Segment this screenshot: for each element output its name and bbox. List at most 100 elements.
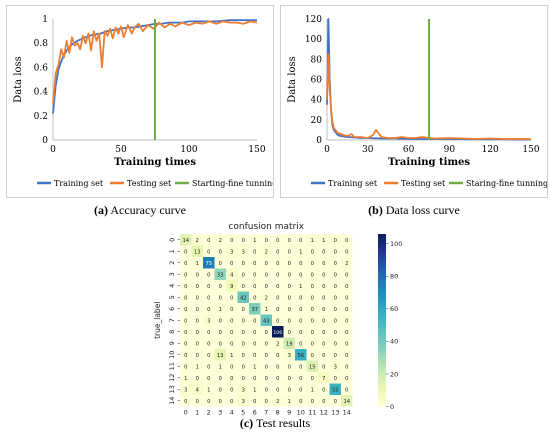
colorbar-segment <box>378 239 386 244</box>
heatmap-cell-value: 0 <box>230 387 233 393</box>
heatmap-cell <box>283 257 295 269</box>
heatmap-cell <box>306 234 318 246</box>
heatmap-cell <box>283 234 295 246</box>
heatmap-cell-value: 2 <box>219 238 222 244</box>
heatmap-cell-value: 1 <box>184 376 187 382</box>
heatmap-cell-value: 0 <box>253 284 256 290</box>
heatmap-cell <box>295 337 307 349</box>
heatmap-cell <box>203 326 215 338</box>
heatmap-cell-value: 42 <box>240 295 247 301</box>
colorbar-segment <box>378 236 386 241</box>
heatmap-cell-value: 3 <box>184 387 187 393</box>
heatmap-cell-value: 0 <box>253 353 256 359</box>
heatmap-cell-value: 0 <box>219 261 222 267</box>
heatmap-cell <box>214 245 226 257</box>
heatmap-cell <box>226 268 238 280</box>
caption-b: (b) Data loss curve <box>280 203 548 218</box>
y-tick-label: 0.4 <box>34 88 49 98</box>
heatmap-cell-value: 0 <box>265 272 268 278</box>
heatmap-cell <box>203 291 215 303</box>
heatmap-cell-value: 0 <box>219 295 222 301</box>
heatmap-cell-value: 0 <box>242 272 245 278</box>
heatmap-cell-value: 0 <box>230 399 233 405</box>
heatmap-cell-value: 1 <box>219 364 222 370</box>
heatmap-cell-value: 55 <box>332 387 339 393</box>
heatmap-cell <box>341 337 353 349</box>
colorbar-segment <box>378 328 386 333</box>
heatmap-cell <box>295 395 307 407</box>
y-tick-label: 1 <box>42 15 48 25</box>
heatmap-cell-value: 0 <box>299 364 302 370</box>
heatmap-cell <box>283 383 295 395</box>
heatmap-cell-value: 0 <box>265 399 268 405</box>
heatmap-cell <box>237 326 249 338</box>
heatmap-cell-value: 0 <box>253 249 256 255</box>
heatmap-cell <box>272 291 284 303</box>
heatmap-cell-value: 0 <box>230 261 233 267</box>
heatmap-cell-value: 0 <box>299 307 302 313</box>
heatmap-cell <box>318 291 330 303</box>
heatmap-cell-value: 1 <box>196 261 199 267</box>
heatmap-cell-value: 0 <box>230 295 233 301</box>
x-tick-label: 6 <box>253 409 257 416</box>
y-tick-label: 0.8 <box>34 39 49 49</box>
colorbar-tick-label: 40 <box>390 338 398 346</box>
x-tick-label: 3 <box>218 409 222 416</box>
heatmap-cell <box>318 303 330 315</box>
heatmap-cell <box>295 280 307 292</box>
heatmap-cell <box>191 372 203 384</box>
heatmap-cell-value: 0 <box>322 272 325 278</box>
heatmap-cell <box>249 349 261 361</box>
heatmap-cell-value: 1 <box>311 387 314 393</box>
heatmap-cell <box>249 360 261 372</box>
heatmap-cell-value: 0 <box>334 353 337 359</box>
heatmap-cell <box>180 245 192 257</box>
heatmap-cell <box>329 360 341 372</box>
heatmap-cell-value: 1 <box>219 307 222 313</box>
colorbar-segment <box>378 349 386 353</box>
heatmap-cell <box>318 349 330 361</box>
heatmap-cell <box>272 234 284 246</box>
heatmap-cell-value: 0 <box>276 238 279 244</box>
heatmap-cell <box>306 303 318 315</box>
heatmap-cell-value: 0 <box>207 341 210 347</box>
heatmap-cell-value: 0 <box>253 295 256 301</box>
heatmap-cell-value: 0 <box>184 261 187 267</box>
colorbar-segment <box>378 351 386 356</box>
heatmap-cell-value: 0 <box>276 272 279 278</box>
heatmap-cell-value: 0 <box>276 353 279 359</box>
heatmap-cell <box>249 326 261 338</box>
heatmap-cell-value: 0 <box>345 318 348 324</box>
heatmap-cell-value: 0 <box>196 376 199 382</box>
heatmap-cell <box>341 326 353 338</box>
heatmap-cell-value: 0 <box>334 261 337 267</box>
heatmap-cell-value: 13 <box>194 249 201 255</box>
colorbar-segment <box>378 291 386 295</box>
heatmap-cell <box>191 268 203 280</box>
heatmap-cell <box>249 234 261 246</box>
colorbar-segment <box>378 334 386 338</box>
heatmap-cell-value: 0 <box>196 272 199 278</box>
heatmap-cell <box>283 280 295 292</box>
heatmap-cell <box>237 337 249 349</box>
heatmap-cell-value: 0 <box>219 330 222 336</box>
heatmap-cell-value: 0 <box>207 295 210 301</box>
heatmap-cell <box>272 314 284 326</box>
heatmap-cell-value: 0 <box>299 376 302 382</box>
heatmap-cell-value: 3 <box>242 387 245 393</box>
heatmap-cell <box>295 268 307 280</box>
y-tick-label: 5 <box>168 295 176 299</box>
y-axis-title: true_label <box>153 302 162 339</box>
y-axis-title: Data loss <box>287 56 298 103</box>
heatmap-cell <box>226 245 238 257</box>
heatmap-cell-value: 0 <box>265 387 268 393</box>
heatmap-cell <box>306 245 318 257</box>
heatmap-cell <box>329 337 341 349</box>
heatmap-cell <box>226 291 238 303</box>
heatmap-cell-value: 0 <box>322 295 325 301</box>
heatmap-cell <box>341 245 353 257</box>
heatmap-cell <box>180 360 192 372</box>
colorbar-segment <box>378 377 386 382</box>
heatmap-cell-value: 0 <box>242 376 245 382</box>
heatmap-cell <box>306 337 318 349</box>
